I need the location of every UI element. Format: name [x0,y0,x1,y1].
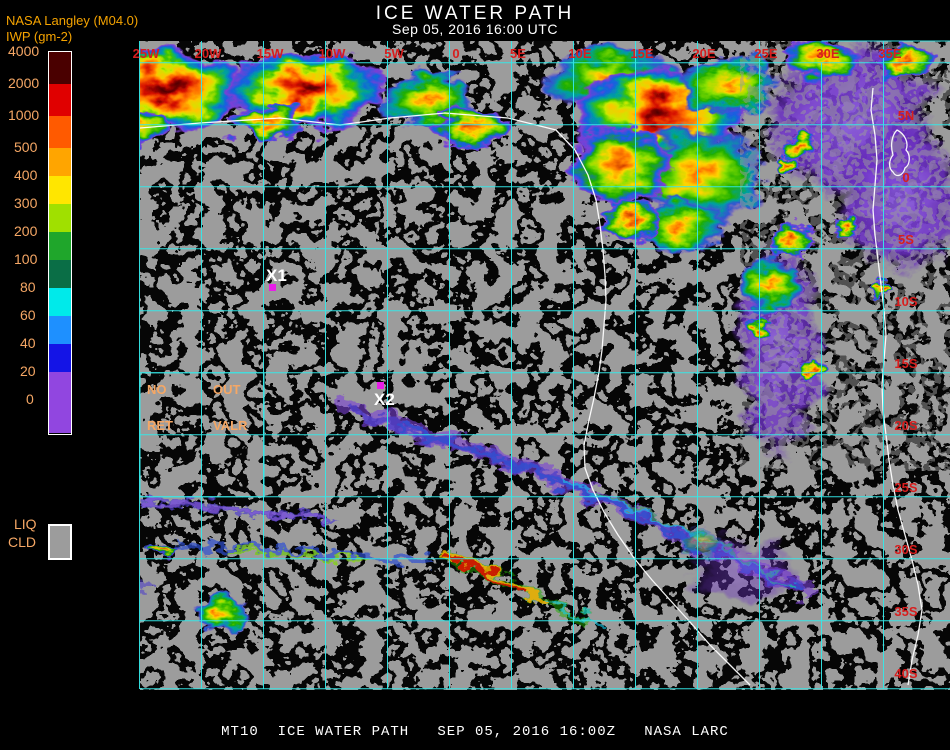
svg-text:20W: 20W [195,46,222,61]
svg-text:25W: 25W [133,46,160,61]
svg-text:10S: 10S [894,294,917,309]
svg-text:40S: 40S [894,666,917,681]
svg-text:0: 0 [902,170,909,185]
svg-text:30S: 30S [894,542,917,557]
svg-text:RET: RET [147,418,173,433]
svg-text:15E: 15E [630,46,653,61]
svg-text:10E: 10E [568,46,591,61]
svg-text:NO: NO [147,382,167,397]
svg-text:5S: 5S [898,232,914,247]
svg-text:5W: 5W [384,46,404,61]
svg-text:30E: 30E [816,46,839,61]
svg-text:0: 0 [452,46,459,61]
svg-text:10W: 10W [319,46,346,61]
svg-text:15W: 15W [257,46,284,61]
svg-text:15S: 15S [894,356,917,371]
svg-text:20E: 20E [692,46,715,61]
svg-text:35E: 35E [878,46,901,61]
svg-text:X1: X1 [266,266,287,285]
svg-text:20S: 20S [894,418,917,433]
svg-text:OUT: OUT [213,382,241,397]
svg-text:5E: 5E [510,46,526,61]
svg-text:25E: 25E [754,46,777,61]
svg-text:35S: 35S [894,604,917,619]
svg-text:25S: 25S [894,480,917,495]
svg-text:5N: 5N [898,108,915,123]
svg-text:X2: X2 [374,390,395,409]
svg-text:VALR: VALR [213,418,248,433]
